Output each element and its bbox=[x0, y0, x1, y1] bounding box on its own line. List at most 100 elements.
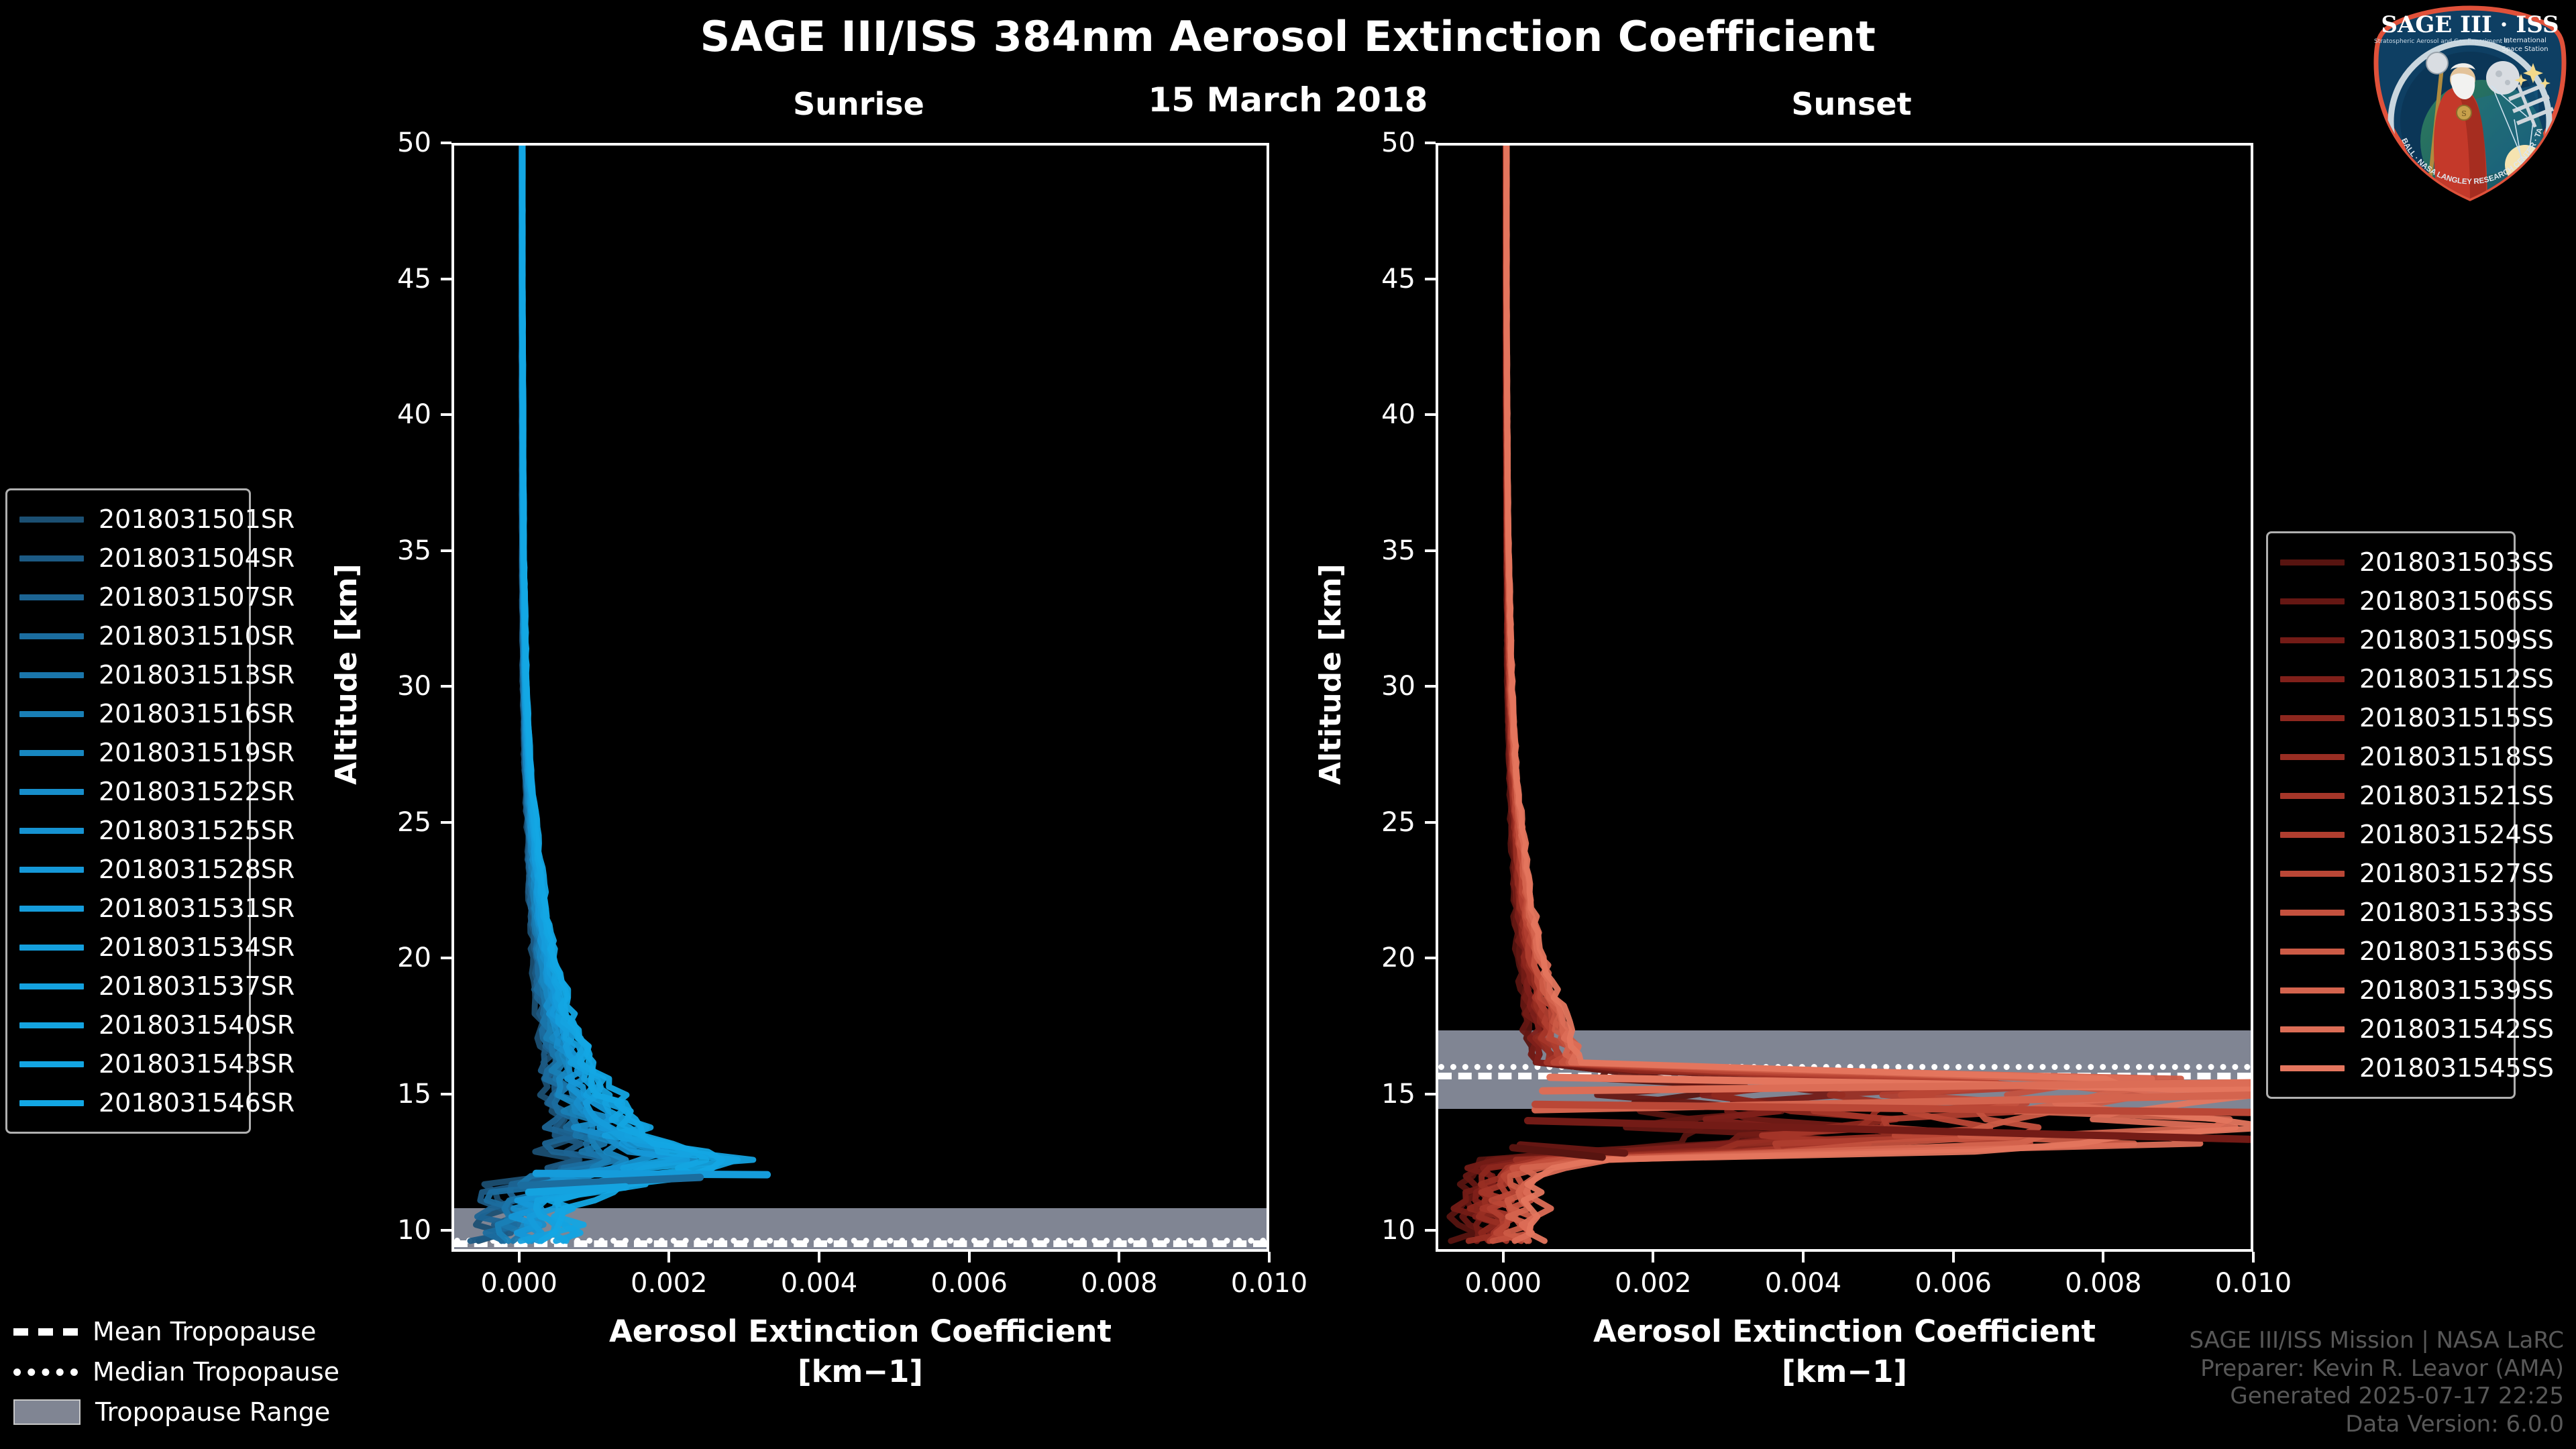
patch-iss-icon bbox=[2508, 83, 2555, 128]
legend-color-swatch bbox=[19, 672, 84, 678]
legend-color-swatch bbox=[2280, 676, 2345, 682]
sunset-plot-area bbox=[1436, 143, 2253, 1252]
legend-item[interactable]: 2018031507SR bbox=[19, 578, 294, 616]
x-tick-label-right: 0.006 bbox=[1915, 1268, 1992, 1299]
profile-excursion-line bbox=[1523, 1117, 2251, 1143]
legend-item[interactable]: 2018031528SR bbox=[19, 850, 294, 889]
legend-color-swatch bbox=[19, 516, 84, 523]
y-tick-label-left: 40 bbox=[397, 399, 431, 431]
legend-color-swatch bbox=[2280, 1026, 2345, 1032]
y-tick-label-right: 25 bbox=[1381, 806, 1415, 838]
page-title: SAGE III/ISS 384nm Aerosol Extinction Co… bbox=[700, 12, 1876, 61]
legend-item[interactable]: 2018031504SR bbox=[19, 539, 294, 578]
legend-item[interactable]: 2018031515SS bbox=[2280, 698, 2554, 737]
legend-label: 2018031546SR bbox=[99, 1088, 295, 1118]
legend-item[interactable]: 2018031521SS bbox=[2280, 776, 2554, 815]
legend-item[interactable]: 2018031536SS bbox=[2280, 932, 2554, 971]
legend-item[interactable]: 2018031542SS bbox=[2280, 1010, 2554, 1049]
y-tick-mark-left bbox=[441, 1093, 451, 1095]
x-axis-label-right: Aerosol Extinction Coefficient bbox=[1593, 1313, 2096, 1349]
legend-item[interactable]: 2018031546SR bbox=[19, 1083, 294, 1122]
x-tick-label-left: 0.004 bbox=[780, 1268, 858, 1299]
y-tick-mark-left bbox=[441, 685, 451, 688]
y-axis-label-right: Altitude [km] bbox=[1313, 563, 1348, 785]
y-tick-mark-right bbox=[1425, 549, 1436, 552]
y-tick-label-right: 15 bbox=[1381, 1079, 1415, 1110]
legend-label: 2018031525SR bbox=[99, 816, 295, 845]
legend-item[interactable]: 2018031537SR bbox=[19, 967, 294, 1006]
sunrise-plot-area bbox=[451, 143, 1269, 1252]
legend-item[interactable]: 2018031503SS bbox=[2280, 543, 2554, 582]
legend-label: 2018031510SR bbox=[99, 621, 295, 651]
legend-item[interactable]: 2018031533SS bbox=[2280, 893, 2554, 932]
legend-item[interactable]: 2018031519SR bbox=[19, 733, 294, 772]
legend-color-swatch bbox=[2280, 909, 2345, 916]
patch-stars-icon bbox=[2514, 63, 2551, 89]
profile-excursion-line bbox=[532, 1169, 771, 1179]
sage3-iss-mission-patch-logo: S BALL · NASA LANGLEY RESEARCH CENTER · … bbox=[2369, 4, 2567, 201]
y-tick-mark-right bbox=[1425, 142, 1436, 144]
legend-item[interactable]: 2018031545SS bbox=[2280, 1049, 2554, 1087]
legend-color-swatch bbox=[19, 1022, 84, 1028]
legend-color-swatch bbox=[19, 905, 84, 912]
legend-color-swatch bbox=[19, 633, 84, 639]
legend-item[interactable]: 2018031512SS bbox=[2280, 659, 2554, 698]
legend-label-median-tropopause: Median Tropopause bbox=[93, 1357, 339, 1387]
legend-color-swatch bbox=[2280, 792, 2345, 799]
legend-color-swatch bbox=[19, 710, 84, 717]
legend-item[interactable]: 2018031510SR bbox=[19, 616, 294, 655]
x-tick-label-right: 0.004 bbox=[1764, 1268, 1842, 1299]
legend-item[interactable]: 2018031501SR bbox=[19, 500, 294, 539]
legend-color-swatch bbox=[19, 555, 84, 561]
y-tick-label-right: 10 bbox=[1381, 1214, 1415, 1246]
legend-color-swatch bbox=[19, 983, 84, 989]
mean-tropopause-line bbox=[454, 1240, 1267, 1247]
profile-curves bbox=[467, 146, 771, 1244]
legend-item[interactable]: 2018031543SR bbox=[19, 1044, 294, 1083]
y-tick-label-right: 45 bbox=[1381, 263, 1415, 294]
credit-generated: Generated 2025-07-17 22:25 bbox=[2230, 1383, 2564, 1410]
legend-color-swatch bbox=[19, 788, 84, 795]
legend-label: 2018031533SS bbox=[2359, 898, 2555, 927]
legend-label: 2018031519SR bbox=[99, 738, 295, 767]
legend-item[interactable]: 2018031509SS bbox=[2280, 621, 2554, 659]
legend-label: 2018031522SR bbox=[99, 777, 295, 806]
x-tick-label-left: 0.010 bbox=[1230, 1268, 1308, 1299]
legend-item[interactable]: 2018031513SR bbox=[19, 655, 294, 694]
legend-color-swatch bbox=[2280, 559, 2345, 566]
legend-item[interactable]: 2018031522SR bbox=[19, 772, 294, 811]
sunrise-panel-title: Sunrise bbox=[793, 86, 924, 122]
legend-item[interactable]: 2018031518SS bbox=[2280, 737, 2554, 776]
sunrise-legend: 2018031501SR 2018031504SR 2018031507SR 2018… bbox=[5, 488, 294, 1134]
legend-color-swatch bbox=[2280, 948, 2345, 955]
x-tick-label-left: 0.002 bbox=[631, 1268, 708, 1299]
legend-item[interactable]: 2018031506SS bbox=[2280, 582, 2554, 621]
legend-item[interactable]: 2018031527SS bbox=[2280, 854, 2554, 893]
legend-label: 2018031539SS bbox=[2359, 975, 2555, 1005]
x-tick-label-left: 0.006 bbox=[930, 1268, 1008, 1299]
legend-color-swatch bbox=[19, 749, 84, 756]
x-tick-label-right: 0.010 bbox=[2214, 1268, 2292, 1299]
x-tick-label-right: 0.000 bbox=[1464, 1268, 1542, 1299]
x-tick-mark-right bbox=[1652, 1252, 1655, 1263]
sunset-panel-title: Sunset bbox=[1791, 86, 1912, 122]
y-tick-mark-right bbox=[1425, 1228, 1436, 1232]
legend-label: 2018031543SR bbox=[99, 1049, 295, 1079]
legend-item[interactable]: 2018031539SS bbox=[2280, 971, 2554, 1010]
legend-item[interactable]: 2018031525SR bbox=[19, 811, 294, 850]
legend-item[interactable]: 2018031540SR bbox=[19, 1006, 294, 1044]
legend-label: 2018031504SR bbox=[99, 543, 295, 573]
legend-item[interactable]: 2018031516SR bbox=[19, 694, 294, 733]
legend-item[interactable]: 2018031524SS bbox=[2280, 815, 2554, 854]
credit-preparer: Preparer: Kevin R. Leavor (AMA) bbox=[2200, 1354, 2564, 1382]
legend-label-tropopause-range: Tropopause Range bbox=[95, 1397, 331, 1427]
legend-item[interactable]: 2018031534SR bbox=[19, 928, 294, 967]
y-tick-label-left: 35 bbox=[397, 535, 431, 566]
legend-item[interactable]: 2018031531SR bbox=[19, 889, 294, 928]
legend-color-swatch bbox=[19, 1099, 84, 1106]
profile-excursion-line bbox=[517, 1173, 704, 1189]
legend-label: 2018031509SS bbox=[2359, 625, 2555, 655]
legend-label: 2018031515SS bbox=[2359, 703, 2555, 733]
x-axis-unit-left: [km−1] bbox=[798, 1354, 923, 1389]
x-tick-mark-left bbox=[967, 1252, 971, 1263]
